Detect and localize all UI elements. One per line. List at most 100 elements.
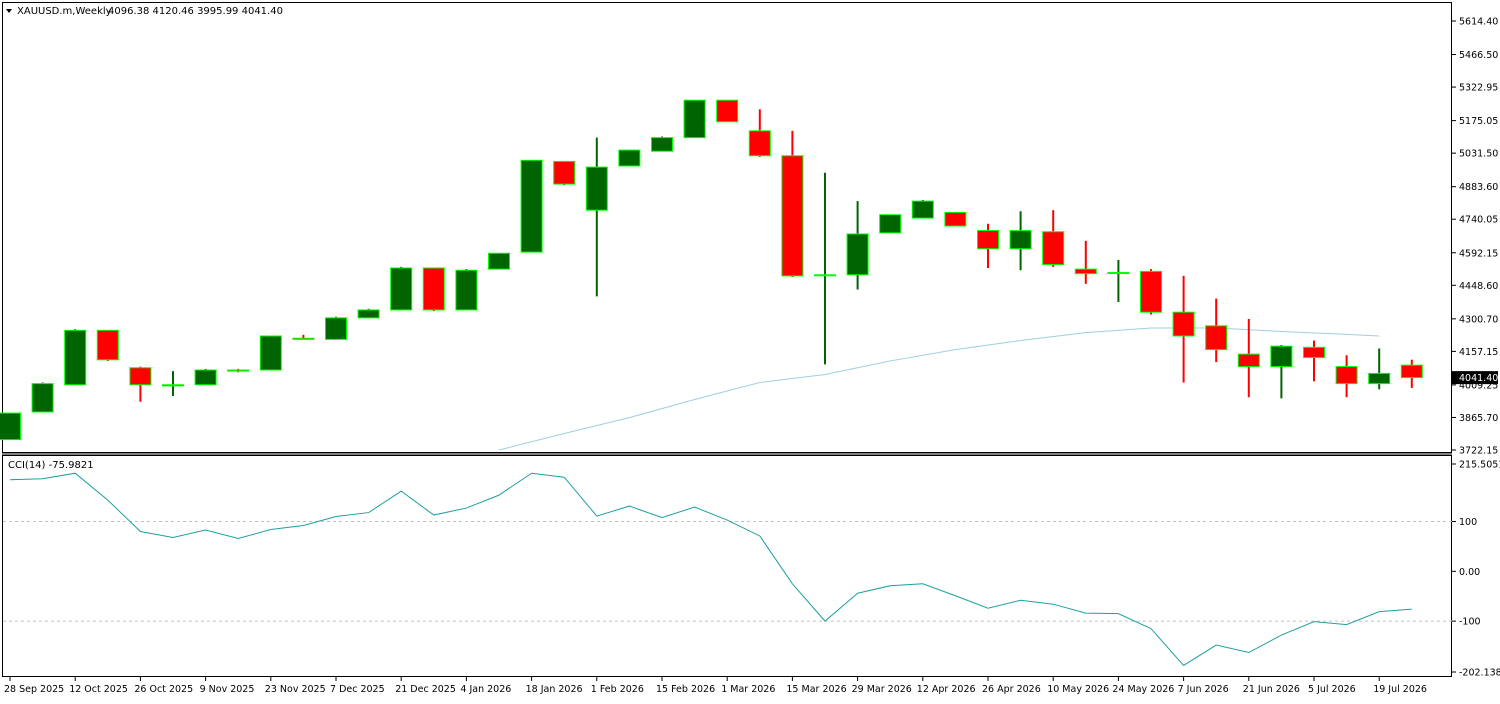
price-tag-background xyxy=(1452,371,1498,385)
candle-body-bull xyxy=(911,200,934,219)
candle xyxy=(911,199,934,219)
candle-body-bull xyxy=(64,329,87,386)
candle-body-bull xyxy=(357,309,380,319)
price-tick-label: 4883.60 xyxy=(1459,182,1498,193)
time-tick-label: 7 Dec 2025 xyxy=(330,684,385,695)
cci-tick-label: -100 xyxy=(1459,617,1481,628)
candle xyxy=(0,412,21,441)
candle xyxy=(651,136,673,152)
price-tick-label: 5031.50 xyxy=(1459,149,1498,160)
moving-average-line xyxy=(498,327,1380,451)
candle-body-bear xyxy=(977,230,999,250)
price-tick-label: 3865.70 xyxy=(1459,413,1498,424)
candle-body-bull xyxy=(651,137,673,152)
time-tick-label: 15 Mar 2026 xyxy=(786,684,846,695)
price-tag-value: 4041.40 xyxy=(1459,373,1498,384)
time-tick-label: 29 Mar 2026 xyxy=(852,684,912,695)
candle-body-bear xyxy=(1400,364,1423,379)
candle xyxy=(748,109,771,157)
time-tick-label: 7 Jun 2026 xyxy=(1178,684,1229,695)
candle-body-bear xyxy=(422,267,445,311)
time-tick-label: 5 Jul 2026 xyxy=(1308,684,1356,695)
grid-layer xyxy=(3,521,1452,622)
candle xyxy=(618,149,641,167)
symbol-label: XAUUSD.m,Weekly xyxy=(17,6,112,17)
time-axis: 28 Sep 2025 12 Oct 2025 26 Oct 2025 9 Nov 2… xyxy=(4,677,1427,695)
ohlc-label: 4096.38 4120.46 3995.99 4041.40 xyxy=(108,6,283,17)
candle xyxy=(879,214,902,234)
price-tick-label: 4740.05 xyxy=(1459,215,1498,226)
time-tick-label: 15 Feb 2026 xyxy=(656,684,715,695)
candle xyxy=(259,335,282,371)
candle xyxy=(227,368,250,373)
candle xyxy=(31,382,54,413)
candle xyxy=(1074,240,1097,284)
candle xyxy=(683,99,706,139)
candle xyxy=(422,267,445,312)
candle xyxy=(64,329,87,386)
price-tick-label: 4448.60 xyxy=(1459,281,1498,292)
price-tick-label: 4009.25 xyxy=(1459,380,1498,391)
candle-body-bear xyxy=(292,337,315,340)
candle-body-bull xyxy=(814,274,836,277)
candle-body-bull xyxy=(1107,272,1130,275)
candle xyxy=(846,201,869,290)
candle xyxy=(585,137,608,297)
candle-body-bear xyxy=(781,155,804,277)
time-tick-label: 24 May 2026 xyxy=(1112,684,1174,695)
candle xyxy=(1042,210,1065,267)
cci-header: CCI(14) -75.9821 xyxy=(8,460,94,471)
candle-body-bull xyxy=(390,267,413,311)
time-tick-label: 23 Nov 2025 xyxy=(265,684,326,695)
candle-body-bear xyxy=(129,367,152,386)
time-tick-label: 21 Dec 2025 xyxy=(395,684,456,695)
price-tick-label: 3722.15 xyxy=(1459,446,1498,457)
candle xyxy=(977,223,999,268)
price-tick-label: 4300.70 xyxy=(1459,314,1498,325)
cci-tick-label: -202.1387 xyxy=(1459,668,1500,679)
candle-body-bear xyxy=(1237,353,1260,368)
candle-body-bull xyxy=(585,166,608,211)
candle-body-bear xyxy=(553,160,576,185)
time-tick-label: 21 Jun 2026 xyxy=(1243,684,1300,695)
candle-body-bear xyxy=(96,329,119,361)
candle-body-bear xyxy=(1205,325,1228,351)
price-tick-label: 5466.50 xyxy=(1459,50,1498,61)
candle xyxy=(162,371,184,397)
price-tick-label: 5614.40 xyxy=(1459,17,1498,28)
candle xyxy=(129,366,152,402)
candle-body-bull xyxy=(683,99,706,139)
candle xyxy=(1237,318,1260,398)
candle xyxy=(357,308,380,319)
price-tick-label: 5175.05 xyxy=(1459,116,1498,127)
candle xyxy=(944,211,967,227)
cci-tick-label: 0.00 xyxy=(1459,567,1480,578)
candle-body-bear xyxy=(1172,311,1195,337)
current-price-tag: 4041.40 xyxy=(1452,371,1498,385)
candle xyxy=(292,334,315,340)
candle-body-bear xyxy=(1042,231,1065,266)
time-tick-label: 28 Sep 2025 xyxy=(4,684,64,695)
candle xyxy=(488,252,510,270)
candle-body-bear xyxy=(1074,268,1097,275)
candle-body-bear xyxy=(1140,270,1162,313)
moving-average-layer xyxy=(498,327,1380,451)
time-tick-label: 19 Jul 2026 xyxy=(1373,684,1427,695)
time-tick-label: 10 May 2026 xyxy=(1047,684,1109,695)
cci-pane-frame xyxy=(2,455,1452,677)
candle-body-bull xyxy=(1270,345,1293,368)
candle xyxy=(1400,359,1423,388)
candle xyxy=(455,269,478,311)
candle xyxy=(194,368,217,386)
price-tick-label: 5322.95 xyxy=(1459,83,1498,94)
price-tick-label: 4157.15 xyxy=(1459,347,1498,358)
candle-body-bull xyxy=(455,269,478,311)
dropdown-triangle-icon[interactable] xyxy=(6,9,12,13)
candle xyxy=(1172,275,1195,383)
time-tick-label: 1 Mar 2026 xyxy=(721,684,775,695)
candles-layer xyxy=(0,99,1423,441)
candle xyxy=(390,266,413,311)
candle-body-bull xyxy=(846,233,869,276)
